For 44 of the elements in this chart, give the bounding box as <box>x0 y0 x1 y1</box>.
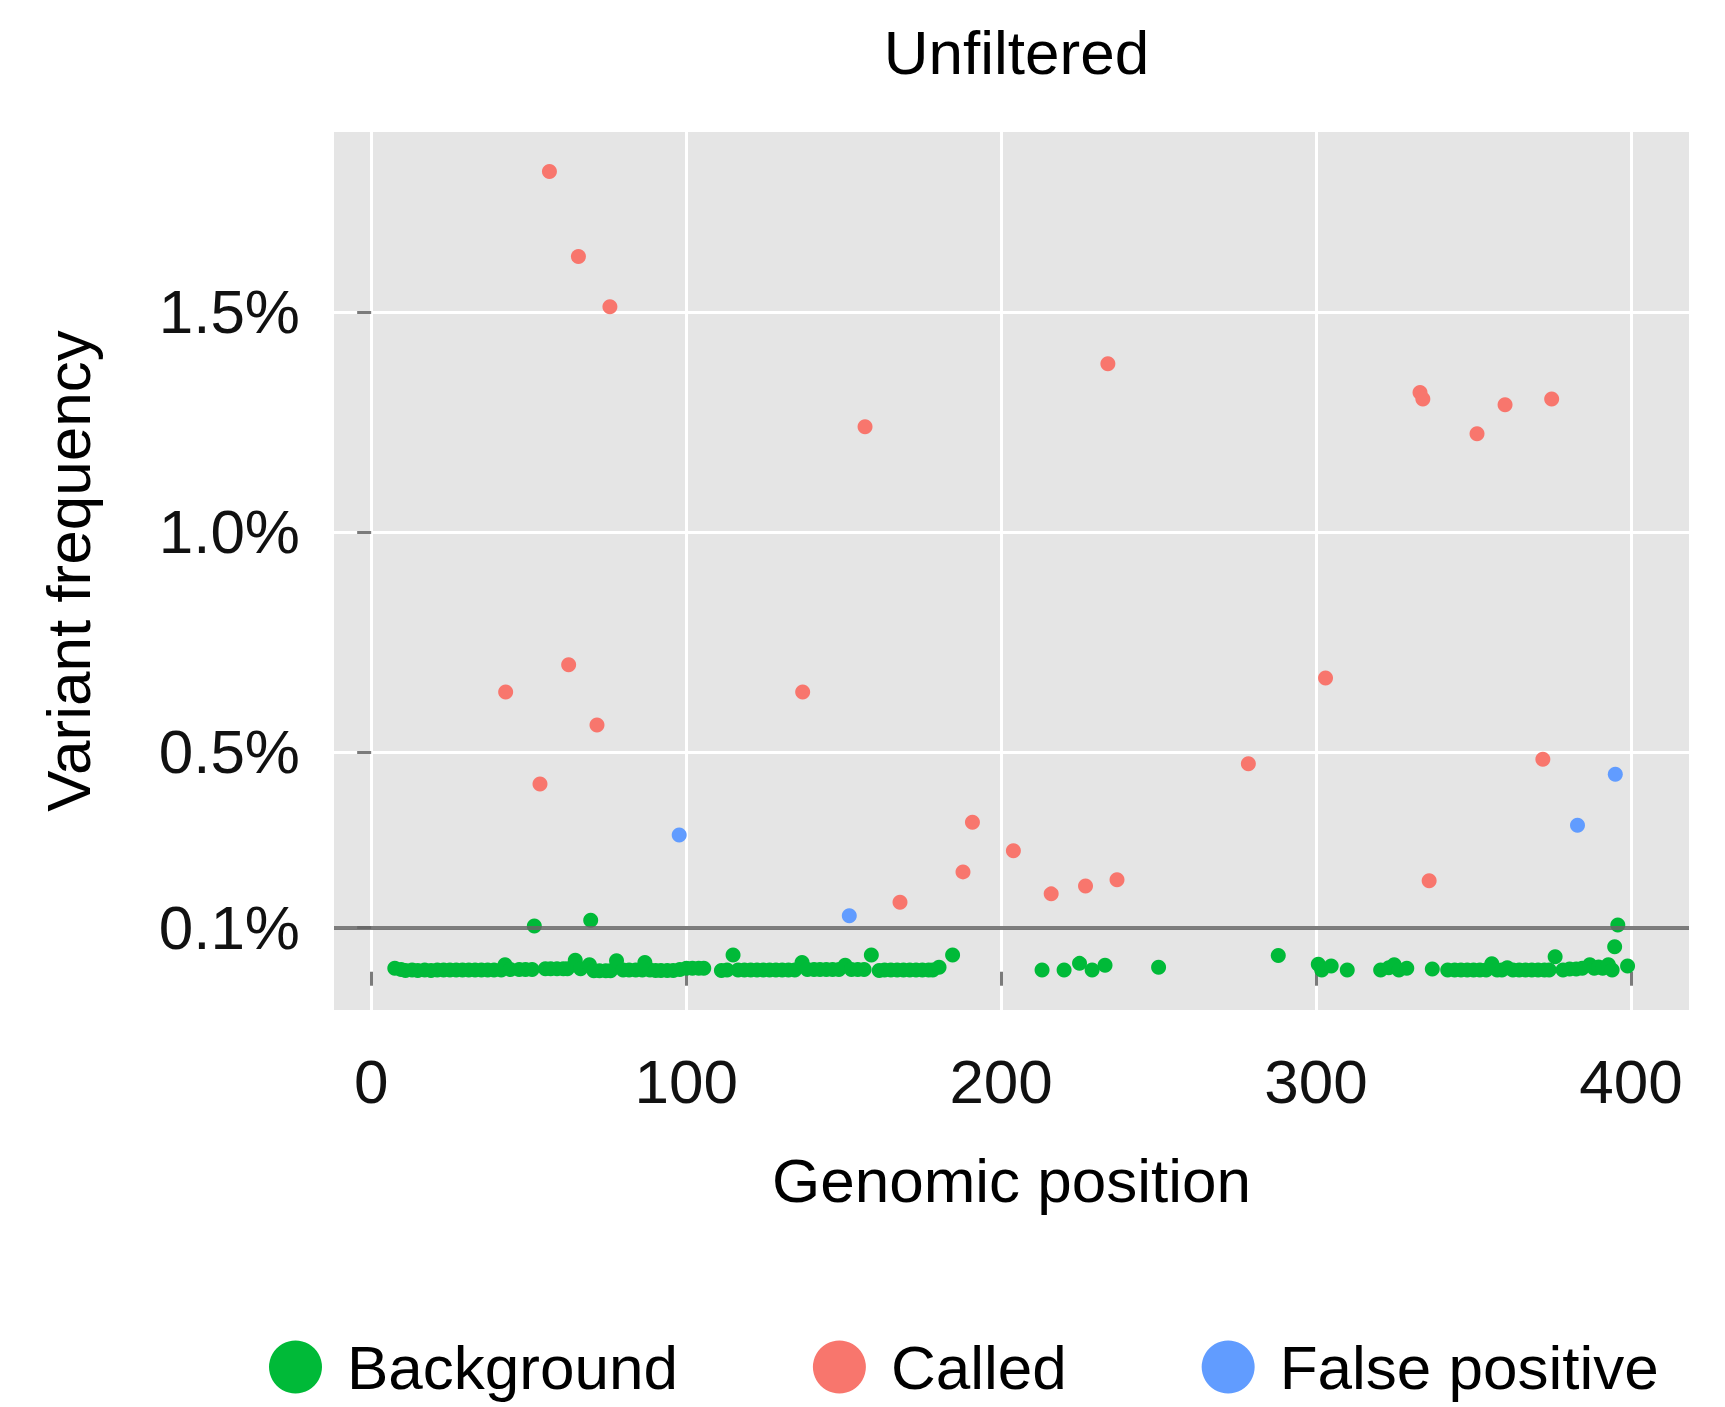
point <box>1570 817 1585 833</box>
point <box>857 419 873 435</box>
x-tick-label: 0 <box>353 1046 389 1116</box>
y-tick-label: 0.5% <box>158 717 300 787</box>
x-tick-label: 200 <box>949 1046 1053 1116</box>
point <box>1100 356 1116 372</box>
point <box>1607 766 1623 782</box>
legend-label: False positive <box>1279 1332 1659 1402</box>
point <box>532 776 548 792</box>
point <box>841 908 857 924</box>
point <box>1497 397 1513 413</box>
point <box>1544 391 1560 407</box>
x-tick-label: 300 <box>1264 1046 1368 1116</box>
point <box>541 164 557 180</box>
point <box>1535 751 1551 767</box>
y-tick-label: 1.5% <box>158 277 300 347</box>
point <box>964 814 980 830</box>
point <box>892 894 908 910</box>
point <box>1469 426 1485 442</box>
point <box>561 657 577 673</box>
x-tick-label: 100 <box>634 1046 738 1116</box>
point <box>1109 872 1125 888</box>
point <box>570 248 586 264</box>
y-tick-label: 0.1% <box>158 893 300 963</box>
point <box>1415 391 1431 407</box>
x-tick-label: 400 <box>1579 1046 1683 1116</box>
point <box>498 684 514 700</box>
point <box>1078 878 1094 894</box>
x-axis-title: Genomic position <box>771 1145 1252 1215</box>
point <box>602 299 618 315</box>
point <box>955 864 971 880</box>
point <box>795 684 811 700</box>
legend-label: Called <box>890 1332 1067 1402</box>
point <box>1421 873 1437 889</box>
y-tick-label: 1.0% <box>158 497 300 567</box>
point <box>1043 886 1059 902</box>
point <box>1005 843 1021 859</box>
point <box>1318 670 1334 686</box>
point <box>671 827 687 843</box>
chart-title: Unfiltered <box>883 17 1150 87</box>
y-axis-title: Variant frequency <box>33 330 103 812</box>
legend-label: Background <box>347 1332 678 1402</box>
point <box>589 717 605 733</box>
point <box>1240 756 1256 772</box>
